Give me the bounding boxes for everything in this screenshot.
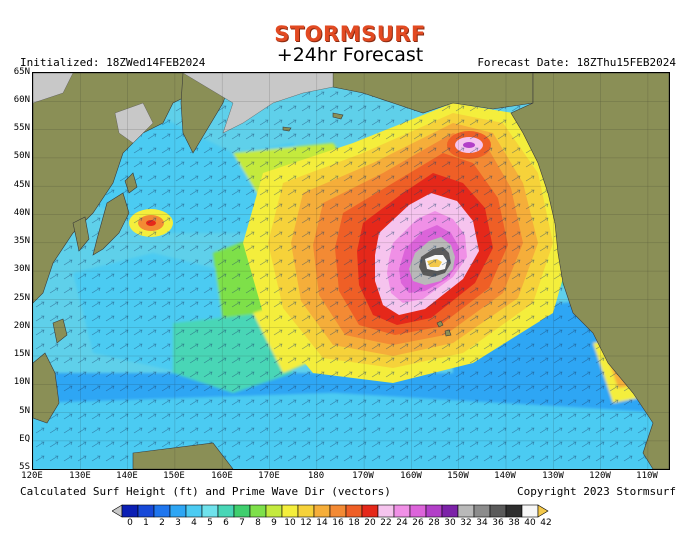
legend-tick-label: 28 bbox=[428, 518, 440, 528]
legend-swatch bbox=[457, 504, 475, 518]
legend-swatch bbox=[505, 504, 523, 518]
graticule bbox=[33, 73, 669, 469]
map-caption: Calculated Surf Height (ft) and Prime Wa… bbox=[20, 485, 391, 498]
legend-tick-label: 36 bbox=[492, 518, 504, 528]
legend-swatch bbox=[121, 504, 139, 518]
color-legend bbox=[112, 504, 549, 518]
legend-swatch bbox=[393, 504, 411, 518]
land-masses bbox=[33, 73, 669, 469]
legend-tick-label: 0 bbox=[127, 518, 133, 528]
legend-tick-label: 5 bbox=[207, 518, 213, 528]
initialized-label: Initialized: 18ZWed14FEB2024 bbox=[20, 56, 206, 69]
lat-label: 10N bbox=[13, 377, 30, 387]
legend-swatch bbox=[249, 504, 267, 518]
legend-tick-label: 22 bbox=[380, 518, 392, 528]
legend-tick-label: 40 bbox=[524, 518, 536, 528]
lat-label: 35N bbox=[13, 236, 30, 246]
lat-label: 30N bbox=[13, 264, 30, 274]
lon-label: 120E bbox=[21, 471, 43, 481]
lon-label: 130E bbox=[69, 471, 91, 481]
lon-label: 160E bbox=[211, 471, 233, 481]
legend-swatch bbox=[217, 504, 235, 518]
surf-height-map bbox=[32, 72, 670, 470]
legend-swatch bbox=[297, 504, 315, 518]
legend-swatch bbox=[377, 504, 395, 518]
legend-tick-label: 30 bbox=[444, 518, 456, 528]
legend-tick-label: 20 bbox=[364, 518, 376, 528]
lat-label: 20N bbox=[13, 321, 30, 331]
legend-tick-label: 2 bbox=[159, 518, 165, 528]
legend-tick-label: 24 bbox=[396, 518, 408, 528]
lat-label: 45N bbox=[13, 180, 30, 190]
legend-swatch bbox=[137, 504, 155, 518]
legend-tick-label: 7 bbox=[239, 518, 245, 528]
legend-swatch bbox=[185, 504, 203, 518]
legend-tick-label: 9 bbox=[271, 518, 277, 528]
lon-label: 160W bbox=[400, 471, 422, 481]
legend-swatch bbox=[265, 504, 283, 518]
lon-label: 180 bbox=[307, 471, 325, 481]
lon-label: 110W bbox=[636, 471, 658, 481]
lon-label: 140W bbox=[494, 471, 516, 481]
lat-label: 50N bbox=[13, 151, 30, 161]
legend-arrow-right bbox=[537, 504, 549, 518]
lat-label: 55N bbox=[13, 123, 30, 133]
legend-tick-label: 8 bbox=[255, 518, 261, 528]
legend-swatch bbox=[313, 504, 331, 518]
lon-label: 170W bbox=[352, 471, 374, 481]
legend-tick-label: 34 bbox=[476, 518, 488, 528]
lat-label: 60N bbox=[13, 95, 30, 105]
legend-swatch bbox=[281, 504, 299, 518]
legend-tick-label: 1 bbox=[143, 518, 149, 528]
legend-swatch bbox=[233, 504, 251, 518]
lat-label: 25N bbox=[13, 293, 30, 303]
legend-swatch bbox=[409, 504, 427, 518]
legend-tick-label: 16 bbox=[332, 518, 344, 528]
lon-label: 120W bbox=[589, 471, 611, 481]
legend-tick-label: 12 bbox=[300, 518, 312, 528]
legend-swatch bbox=[361, 504, 379, 518]
lat-label: 5N bbox=[19, 406, 30, 416]
lat-label: 5S bbox=[19, 462, 30, 472]
lat-label: 40N bbox=[13, 208, 30, 218]
legend-tick-label: 14 bbox=[316, 518, 328, 528]
legend-swatch bbox=[201, 504, 219, 518]
forecast-date-label: Forecast Date: 18ZThu15FEB2024 bbox=[477, 56, 676, 69]
legend-arrow-left bbox=[112, 504, 123, 518]
lon-label: 130W bbox=[542, 471, 564, 481]
sea-ice bbox=[33, 73, 334, 144]
lon-label: 140E bbox=[116, 471, 138, 481]
lon-label: 150W bbox=[447, 471, 469, 481]
lon-label: 150E bbox=[163, 471, 185, 481]
legend-swatch bbox=[441, 504, 459, 518]
legend-tick-label: 26 bbox=[412, 518, 424, 528]
legend-swatch bbox=[329, 504, 347, 518]
legend-tick-label: 38 bbox=[508, 518, 520, 528]
legend-swatch bbox=[345, 504, 363, 518]
legend-swatch bbox=[489, 504, 507, 518]
stormsurf-logo: STORMSURF bbox=[274, 22, 426, 46]
legend-tick-label: 32 bbox=[460, 518, 472, 528]
legend-swatch bbox=[169, 504, 187, 518]
legend-tick-label: 10 bbox=[284, 518, 296, 528]
legend-swatch bbox=[425, 504, 443, 518]
lat-label: 65N bbox=[13, 67, 30, 77]
legend-swatch bbox=[521, 504, 539, 518]
forecast-title: +24hr Forecast bbox=[276, 44, 424, 66]
legend-tick-label: 42 bbox=[540, 518, 552, 528]
legend-swatch bbox=[153, 504, 171, 518]
lat-label: 15N bbox=[13, 349, 30, 359]
legend-tick-label: 4 bbox=[191, 518, 197, 528]
legend-tick-label: 18 bbox=[348, 518, 360, 528]
copyright: Copyright 2023 Stormsurf bbox=[517, 485, 676, 498]
legend-tick-label: 3 bbox=[175, 518, 181, 528]
legend-tick-label: 6 bbox=[223, 518, 229, 528]
lat-label: EQ bbox=[19, 434, 30, 444]
lon-label: 170E bbox=[258, 471, 280, 481]
map-canvas bbox=[33, 73, 669, 469]
legend-swatch bbox=[473, 504, 491, 518]
